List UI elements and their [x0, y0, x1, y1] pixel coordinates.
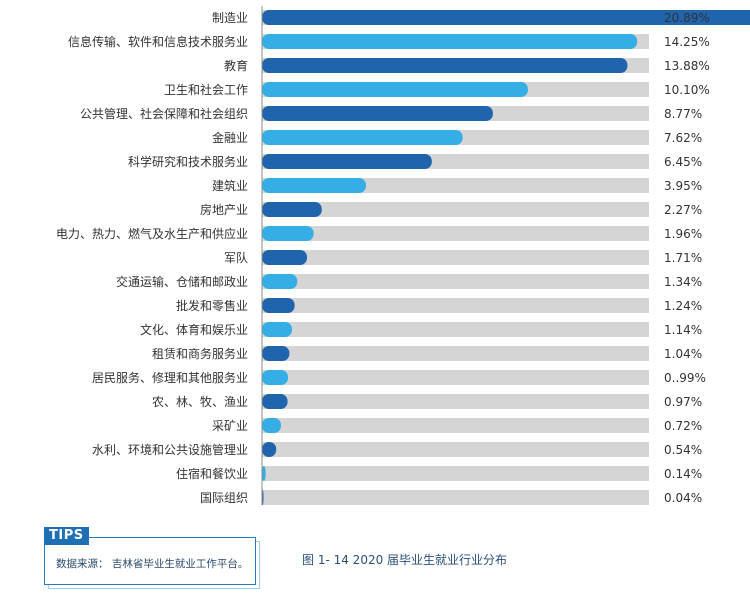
value-label: 1.96%	[664, 227, 702, 241]
category-label: 交通运输、仓储和邮政业	[116, 274, 248, 289]
bar	[262, 466, 266, 481]
bar-track	[262, 490, 649, 505]
bar	[262, 370, 289, 385]
bar	[262, 202, 322, 217]
bar	[262, 394, 288, 409]
category-label: 电力、热力、燃气及水生产和供应业	[56, 226, 248, 241]
category-label: 卫生和社会工作	[164, 82, 248, 97]
value-label: 1.04%	[664, 347, 702, 361]
bar	[262, 82, 528, 97]
value-label: 0.04%	[664, 491, 702, 505]
bar	[262, 442, 277, 457]
bar-track	[262, 370, 649, 385]
bar-track	[262, 466, 649, 481]
bar	[262, 322, 293, 337]
bar	[262, 418, 281, 433]
category-label: 公共管理、社会保障和社会组织	[80, 106, 248, 121]
bar	[262, 106, 493, 121]
category-label: 文化、体育和娱乐业	[140, 322, 248, 337]
bar	[262, 10, 750, 25]
category-label: 制造业	[212, 11, 248, 25]
bar	[262, 178, 366, 193]
bar	[262, 154, 432, 169]
category-label: 批发和零售业	[176, 298, 248, 313]
value-label: 0.97%	[664, 395, 702, 409]
value-label: 10.10%	[664, 83, 710, 97]
value-label: 13.88%	[664, 59, 710, 73]
category-label: 军队	[224, 250, 248, 265]
value-label: 8.77%	[664, 107, 702, 121]
category-label: 租赁和商务服务业	[152, 346, 248, 361]
value-label: 1.71%	[664, 251, 702, 265]
value-label: 20.89%	[664, 11, 710, 25]
bar-track	[262, 442, 649, 457]
bar	[262, 226, 314, 241]
bar-track	[262, 298, 649, 313]
value-label: 7.62%	[664, 131, 702, 145]
value-label: 6.45%	[664, 155, 702, 169]
value-label: 0.72%	[664, 419, 702, 433]
value-label: 0.14%	[664, 467, 702, 481]
category-label: 信息传输、软件和信息技术服务业	[68, 34, 248, 49]
category-label: 居民服务、修理和其他服务业	[92, 370, 248, 385]
bar	[262, 58, 628, 73]
bar-track	[262, 226, 649, 241]
bar	[262, 34, 638, 49]
tips-tag: TIPS	[44, 527, 89, 545]
category-label: 住宿和餐饮业	[176, 466, 248, 481]
value-label: 1.14%	[664, 323, 702, 337]
bar-track	[262, 346, 649, 361]
category-label: 农、林、牧、渔业	[152, 395, 248, 409]
value-label: 14.25%	[664, 35, 710, 49]
value-label: 1.24%	[664, 299, 702, 313]
value-label: 1.34%	[664, 275, 702, 289]
bar	[262, 298, 295, 313]
bar-track	[262, 274, 649, 289]
category-label: 水利、环境和公共设施管理业	[92, 442, 248, 457]
category-label: 采矿业	[212, 419, 248, 433]
category-label: 科学研究和技术服务业	[128, 154, 248, 169]
category-label: 房地产业	[200, 202, 248, 217]
value-label: 2.27%	[664, 203, 702, 217]
value-label: 0..99%	[664, 371, 706, 385]
bar	[262, 274, 298, 289]
value-label: 0.54%	[664, 443, 702, 457]
tips-box: TIPS 数据来源： 吉林省毕业生就业工作平台。	[44, 527, 266, 589]
bar-track	[262, 250, 649, 265]
bar	[262, 346, 290, 361]
bar	[262, 250, 308, 265]
value-label: 3.95%	[664, 179, 702, 193]
bar-track	[262, 394, 649, 409]
category-label: 国际组织	[200, 491, 248, 505]
bar-track	[262, 418, 649, 433]
bar-track	[262, 202, 649, 217]
industry-bar-chart: 制造业 20.89% 信息传输、软件和信息技术服务业 14.25% 教育 13.88% 卫生…	[56, 6, 750, 505]
data-source-text: 数据来源： 吉林省毕业生就业工作平台。	[56, 558, 249, 570]
tips-frame	[44, 537, 256, 585]
bar	[262, 130, 463, 145]
category-label: 金融业	[212, 130, 248, 145]
figure-caption: 图 1- 14 2020 届毕业生就业行业分布	[302, 553, 508, 567]
bar-track	[262, 322, 649, 337]
category-label: 教育	[224, 58, 248, 73]
category-label: 建筑业	[212, 178, 248, 193]
